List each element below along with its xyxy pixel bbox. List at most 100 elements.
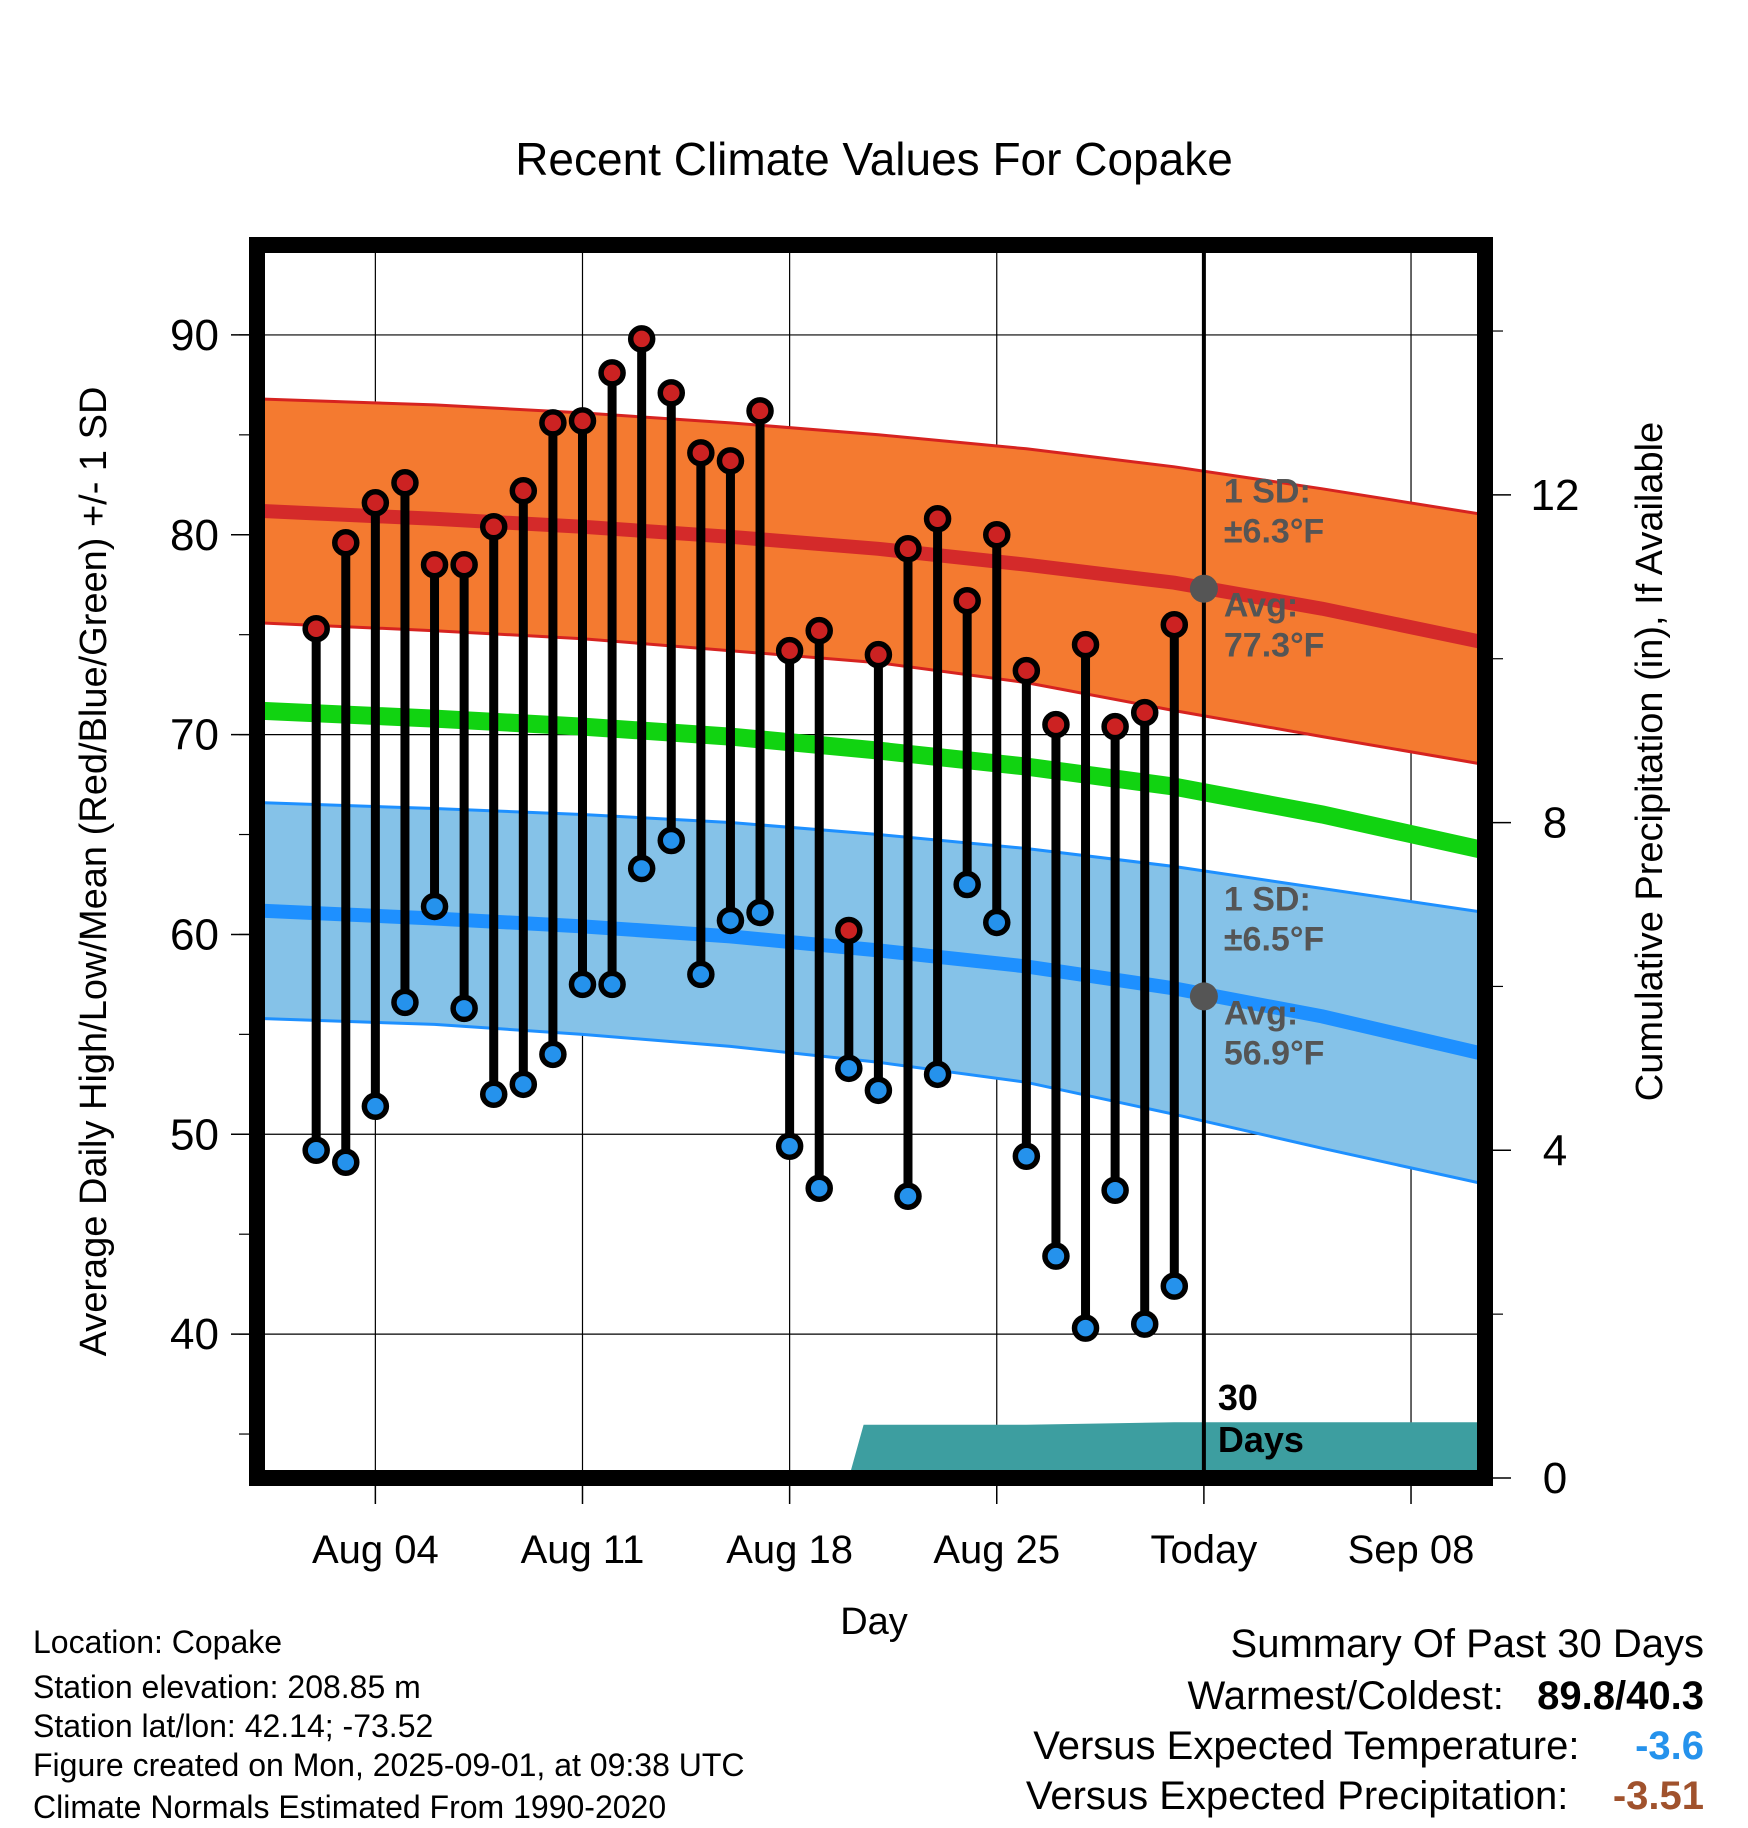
daily-high-point: [746, 397, 774, 425]
precip-label: Versus Expected Precipitation:: [1025, 1774, 1569, 1818]
daily-high-point: [332, 529, 360, 557]
daily-high-point: [687, 439, 715, 467]
daily-high-point: [983, 521, 1011, 549]
daily-low-point: [1101, 1176, 1129, 1204]
precip-value: -3.51: [1612, 1774, 1704, 1818]
y-tick-label: 90: [170, 311, 219, 360]
daily-high-point: [923, 505, 952, 533]
daily-low-point: [598, 970, 626, 999]
daily-low-point: [775, 1132, 804, 1161]
x-tick-label: Today: [1151, 1528, 1258, 1572]
daily-low-point: [1160, 1272, 1189, 1300]
daily-low-point: [835, 1054, 863, 1083]
daily-high-point: [420, 550, 449, 579]
daily-low-point: [332, 1148, 360, 1177]
daily-low-point: [539, 1040, 567, 1069]
daily-high-point: [953, 586, 981, 615]
high-sd-band: [257, 398, 1485, 765]
daily-high-point: [1160, 610, 1189, 639]
footer-elevation: Station elevation: 208.85 m: [33, 1669, 421, 1705]
warm-cold-label: Warmest/Coldest:: [1187, 1674, 1504, 1718]
daily-low-point: [1012, 1142, 1041, 1171]
daily-low-point: [1130, 1310, 1159, 1338]
daily-low-point: [361, 1092, 390, 1121]
coldest-value: 40.3: [1626, 1674, 1704, 1718]
plot-inner: [257, 245, 1485, 1478]
daily-high-point: [479, 513, 508, 541]
sd-label: 1 SD:: [1224, 473, 1311, 511]
daily-low-point: [687, 960, 715, 989]
summary-precip: Versus Expected Precipitation: -3.51: [1026, 1774, 1704, 1819]
avg-label: Avg:: [1224, 994, 1298, 1032]
y2-tick-label: 12: [1531, 471, 1580, 520]
daily-low-point: [864, 1076, 893, 1105]
high-sd-upper-edge: [257, 397, 1485, 517]
daily-low-point: [450, 994, 478, 1023]
daily-high-point: [302, 614, 330, 643]
daily-low-point: [302, 1136, 330, 1165]
daily-low-point: [894, 1182, 922, 1210]
plot-frame: [249, 237, 1493, 1486]
daily-high-point: [894, 535, 922, 563]
y-tick-label: 50: [170, 1110, 219, 1159]
cumulative-precip-area: [819, 1422, 1485, 1478]
daily-high-point: [864, 640, 893, 669]
daily-low-point: [420, 892, 449, 921]
warm-cold-separator: /: [1615, 1674, 1627, 1718]
x-tick-label: Aug 04: [312, 1528, 439, 1572]
footer-created: Figure created on Mon, 2025-09-01, at 09…: [33, 1747, 745, 1783]
x-tick-label: Aug 25: [933, 1528, 1060, 1572]
chart-title: Recent Climate Values For Copake: [515, 133, 1233, 185]
daily-low-point: [983, 908, 1011, 937]
daily-high-point: [835, 916, 863, 945]
daily-high-point: [539, 409, 567, 437]
warmest-value: 89.8: [1537, 1674, 1616, 1718]
daily-high-point: [1101, 712, 1129, 741]
x-tick-label: Aug 18: [726, 1528, 853, 1572]
daily-high-point: [1012, 656, 1041, 685]
temp-label: Versus Expected Temperature:: [1033, 1724, 1580, 1768]
y2-tick-label: 0: [1543, 1454, 1567, 1503]
y-axis-label: Average Daily High/Low/Mean (Red/Blue/Gr…: [73, 387, 115, 1357]
daily-low-point: [1071, 1314, 1100, 1342]
footer-latlon: Station lat/lon: 42.14; -73.52: [33, 1708, 434, 1744]
summary-warm-cold: Warmest/Coldest: 89.8/40.3: [1187, 1674, 1704, 1719]
avg-value-label: 77.3°F: [1224, 627, 1325, 665]
daily-high-point: [361, 489, 390, 517]
avg-high-marker: [1189, 574, 1218, 603]
avg-low-marker: [1189, 982, 1218, 1011]
sd-value-label: ±6.5°F: [1224, 920, 1324, 958]
daily-low-point: [923, 1060, 952, 1089]
temp-value: -3.6: [1635, 1724, 1704, 1768]
daily-high-point: [775, 636, 804, 665]
y2-tick-label: 4: [1543, 1126, 1567, 1175]
daily-high-point: [1071, 630, 1100, 659]
x-tick-label: Sep 08: [1348, 1528, 1475, 1572]
y-tick-label: 70: [170, 711, 219, 760]
daily-high-point: [805, 616, 833, 645]
avg-label: Avg:: [1224, 587, 1298, 625]
footer-normals: Climate Normals Estimated From 1990-2020: [33, 1789, 667, 1825]
y2-axis-label: Cumulative Precipitation (in), If Availa…: [1629, 422, 1671, 1101]
daily-low-point: [805, 1174, 833, 1202]
daily-high-point: [509, 477, 538, 505]
daily-low-point: [953, 870, 981, 899]
summary-temp: Versus Expected Temperature: -3.6: [1033, 1724, 1704, 1769]
x-axis-label: Day: [840, 1601, 908, 1643]
daily-low-point: [627, 854, 656, 883]
daily-high-point: [568, 407, 597, 435]
y-tick-label: 80: [170, 511, 219, 560]
low-sd-band: [257, 802, 1485, 1185]
daily-high-point: [657, 379, 686, 407]
daily-high-point: [598, 359, 626, 387]
daily-high-point: [391, 469, 419, 497]
daily-high-point: [1130, 698, 1159, 727]
daily-high-point: [1042, 710, 1070, 739]
x-tick-label: Aug 11: [521, 1528, 645, 1572]
y-tick-label: 40: [170, 1310, 219, 1359]
daily-low-point: [657, 826, 686, 855]
sd-value-label: ±6.3°F: [1224, 513, 1324, 551]
y-tick-label: 60: [170, 910, 219, 959]
